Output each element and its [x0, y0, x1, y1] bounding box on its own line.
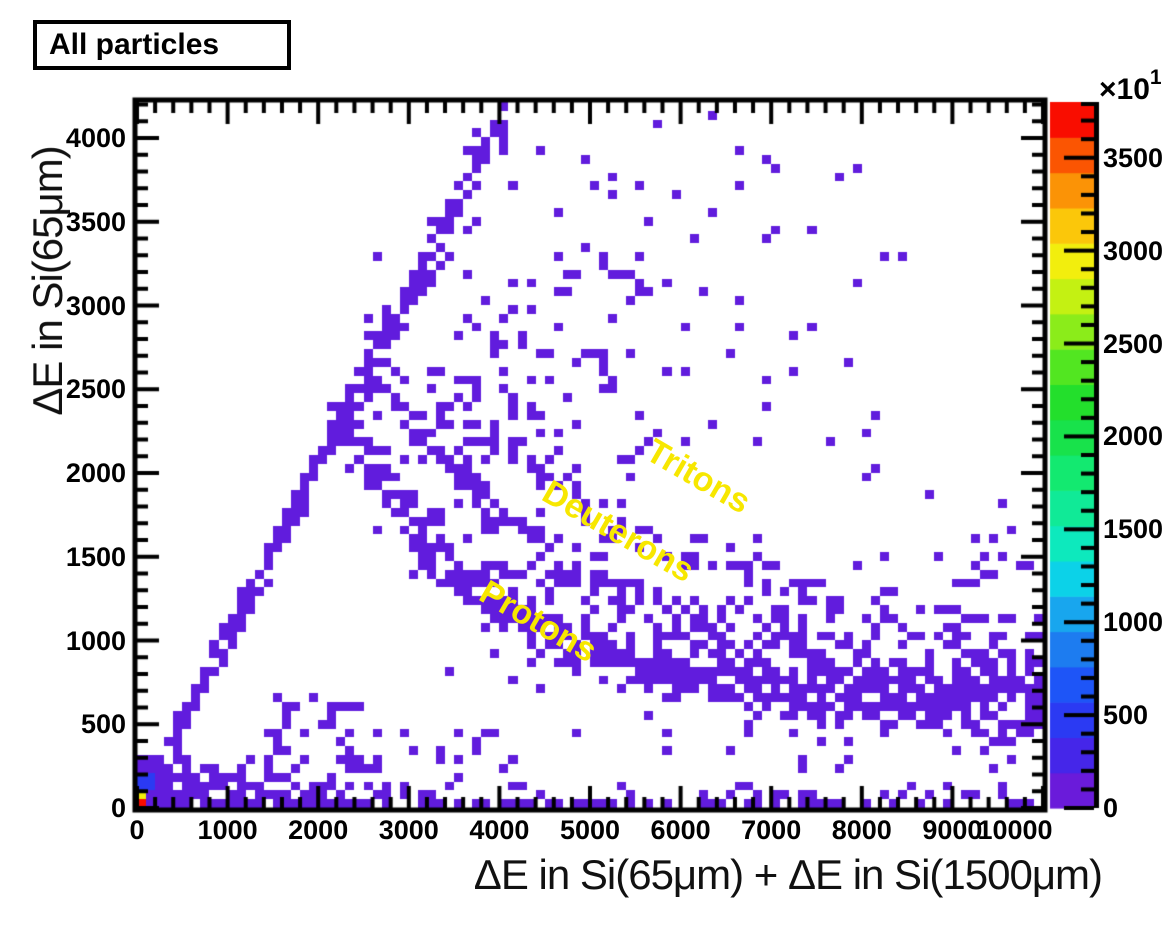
y-tick-label: 3500: [65, 206, 126, 237]
x-tick-label: 1000: [197, 815, 258, 845]
y-tick-label: 2000: [65, 458, 126, 488]
x-tick-label: 0: [129, 815, 145, 845]
palette-tick-label: 500: [1103, 700, 1149, 731]
palette-tick-label: 2500: [1103, 328, 1164, 359]
palette-tick-label: 2000: [1103, 421, 1164, 452]
x-tick-label: 10000: [977, 815, 1053, 845]
palette-scale-factor: ×101: [1099, 66, 1162, 106]
y-tick-label: 3000: [65, 290, 126, 321]
x-axis-title: ΔE in Si(65μm) + ΔE in Si(1500μm): [473, 851, 1103, 898]
palette-exponent: 1: [1149, 66, 1162, 89]
y-tick-label: 1500: [65, 541, 126, 572]
y-tick-label: 2500: [65, 374, 126, 405]
y-tick-label: 4000: [65, 123, 126, 153]
palette-tick-label: 1500: [1103, 514, 1164, 545]
y-tick-label: 500: [80, 709, 126, 740]
x-tick-label: 7000: [741, 815, 802, 845]
x-tick-label: 5000: [559, 815, 621, 845]
histogram-title: All particles: [49, 28, 220, 61]
palette-tick-label: 1000: [1103, 607, 1164, 638]
palette-tick-label: 0: [1103, 793, 1119, 823]
x-tick-label: 9000: [922, 815, 983, 845]
x-tick-label: 4000: [469, 815, 530, 845]
x-tick-label: 3000: [378, 815, 439, 845]
x-tick-label: 2000: [288, 815, 349, 845]
y-tick-label: 0: [110, 793, 126, 823]
x-tick-label: 8000: [831, 815, 892, 845]
y-tick-label: 1000: [65, 625, 126, 656]
x-tick-label: 6000: [650, 815, 711, 845]
palette-tick-label: 3500: [1103, 142, 1164, 173]
histogram-title-box: All particles: [33, 20, 291, 70]
palette-tick-label: 3000: [1103, 235, 1164, 266]
